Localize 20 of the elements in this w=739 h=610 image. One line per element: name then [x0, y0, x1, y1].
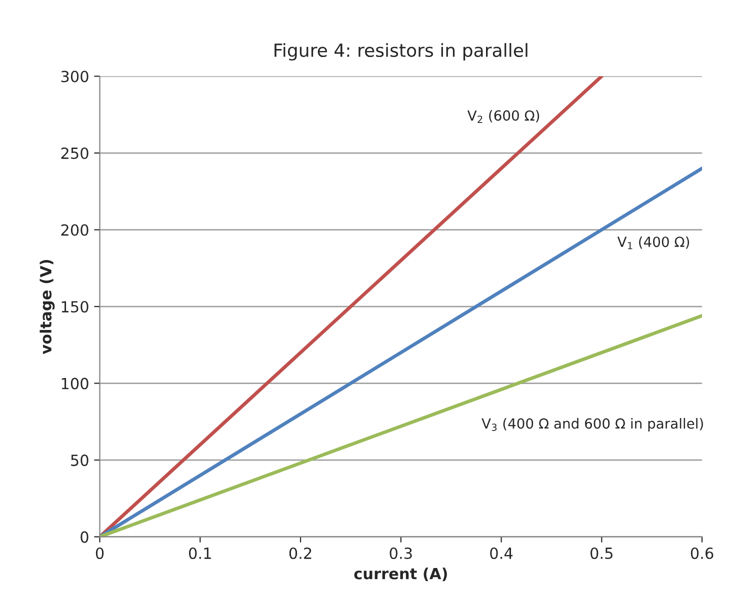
chart-title: Figure 4: resistors in parallel — [274, 43, 528, 61]
y-tick-label: 150 — [62, 300, 88, 313]
y-tick-label: 50 — [71, 454, 88, 466]
series-label: V$_{1}$ (400 Ω) — [617, 236, 690, 250]
y-tick-label: 200 — [61, 224, 88, 236]
y-tick-label: 250 — [61, 147, 88, 160]
series-label: V$_{2}$ (600 Ω) — [467, 110, 540, 123]
y-tick-label: 300 — [61, 70, 88, 82]
y-axis-title: voltage (V) — [40, 260, 55, 354]
x-tick-label: 0.5 — [590, 547, 612, 560]
x-tick-label: 0.6 — [690, 547, 714, 560]
x-tick-label: 0.4 — [490, 547, 513, 560]
x-tick-label: 0 — [96, 547, 104, 560]
y-tick-label: 100 — [62, 378, 88, 390]
x-tick-label: 0.2 — [289, 547, 312, 560]
x-tick-label: 0.3 — [390, 547, 412, 560]
x-axis-title: current (A) — [354, 568, 447, 582]
series-label: V$_{3}$ (400 Ω and 600 Ω in parallel) — [482, 418, 703, 432]
y-tick-label: 0 — [80, 531, 88, 543]
x-tick-label: 0.1 — [189, 547, 211, 560]
